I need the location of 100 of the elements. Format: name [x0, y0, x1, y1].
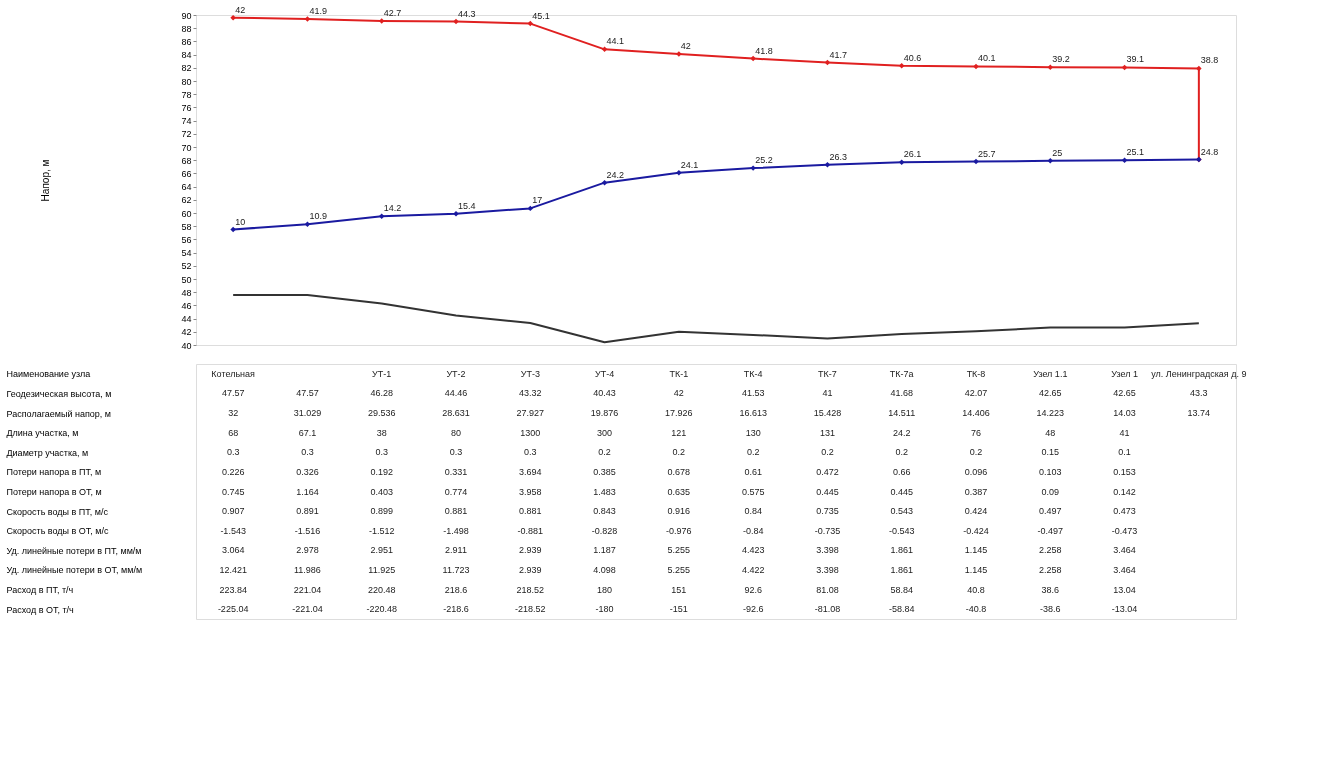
text: 38.6 — [1041, 584, 1060, 595]
annotation: 24.2 — [606, 169, 625, 180]
text: 0.2 — [598, 447, 611, 458]
annotation: 10.9 — [309, 211, 327, 222]
text: 14.223 — [1036, 408, 1065, 419]
text: 0.891 — [296, 506, 319, 517]
y-tick-label: 80 — [181, 76, 192, 87]
text: -1.512 — [368, 525, 395, 536]
text: 1.145 — [964, 564, 988, 575]
y-tick-label: 88 — [181, 23, 192, 34]
text: -0.881 — [517, 525, 544, 536]
x-tick-label: УТ-3 — [520, 368, 540, 379]
text: 12.421 — [219, 564, 247, 575]
text: 0.445 — [890, 486, 913, 497]
text: -1.543 — [220, 525, 246, 536]
text: 0.226 — [221, 466, 245, 477]
annotation: 40.6 — [903, 52, 922, 63]
y-tick-label: 64 — [181, 182, 192, 193]
text: 1.861 — [890, 564, 913, 575]
y-tick-label: 44 — [181, 314, 192, 325]
text: 24.2 — [892, 427, 911, 438]
annotation: 25.1 — [1126, 147, 1145, 158]
text: 130 — [745, 427, 761, 438]
text: -0.976 — [666, 525, 692, 536]
x-tick-label: ул. Ленинградская д. 9 — [1151, 368, 1247, 379]
annotation: 39.1 — [1126, 54, 1145, 65]
y-tick-label: 54 — [181, 248, 192, 259]
text: 0.3 — [226, 447, 240, 458]
text: 14.511 — [888, 408, 916, 419]
category-label: Потери напора в ПТ, м — [6, 467, 102, 478]
text: 0.3 — [301, 447, 314, 458]
point — [304, 221, 311, 227]
text: 67.1 — [298, 427, 317, 438]
text: 1.187 — [593, 545, 616, 556]
annotation: 41.8 — [755, 45, 773, 56]
text: -0.497 — [1037, 525, 1064, 536]
point — [453, 210, 459, 217]
text: 81.08 — [816, 584, 839, 595]
text: 11.925 — [368, 564, 396, 575]
x-tick-label: ТК-7 — [818, 368, 837, 379]
text: 29.536 — [367, 408, 396, 419]
annotation: 25.2 — [755, 155, 773, 166]
text: 1.164 — [296, 486, 319, 497]
y-tick-label: 90 — [181, 10, 192, 21]
text: 0.387 — [964, 486, 988, 497]
annotation: 26.1 — [903, 149, 922, 160]
text: 41 — [822, 388, 833, 399]
text: -0.735 — [814, 525, 841, 536]
x-tick-label: УТ-1 — [372, 368, 392, 379]
text: -0.828 — [591, 525, 618, 536]
text: 0.2 — [895, 447, 908, 458]
text: 3.064 — [221, 545, 245, 556]
y-tick-label: 86 — [181, 36, 192, 47]
point — [750, 55, 756, 62]
y-tick-label: 56 — [181, 234, 192, 245]
text: -1.498 — [443, 525, 469, 536]
text: 0.142 — [1113, 486, 1136, 497]
point — [1121, 157, 1128, 163]
text: 31.029 — [293, 408, 322, 419]
text: 0.843 — [593, 506, 616, 517]
text: 0.096 — [964, 466, 988, 477]
y-tick-label: 40 — [181, 340, 192, 351]
point — [898, 63, 905, 69]
text: 0.916 — [667, 506, 691, 517]
text: 4.422 — [741, 564, 765, 575]
text: 47.57 — [221, 388, 245, 399]
annotation: 24.8 — [1200, 146, 1219, 157]
text: 76 — [970, 427, 982, 438]
category-label: Расход в ОТ, т/ч — [6, 604, 74, 615]
text: 38 — [376, 427, 387, 438]
category-label: Расход в ПТ, т/ч — [6, 585, 74, 596]
point — [973, 158, 979, 165]
text: 48 — [1045, 427, 1056, 438]
text: 41.53 — [741, 388, 765, 399]
y-tick-label: 76 — [181, 102, 192, 113]
text: 43.32 — [519, 388, 542, 399]
category-label: Скорость воды в ОТ, м/с — [6, 526, 109, 537]
text: -220.48 — [366, 604, 397, 615]
text: 32 — [228, 408, 239, 419]
text: -151 — [669, 604, 688, 615]
text: 0.445 — [816, 486, 839, 497]
text: -0.543 — [888, 525, 915, 536]
y-tick-label: 68 — [181, 155, 192, 166]
text: 15.428 — [813, 408, 842, 419]
text: 0.192 — [370, 466, 393, 477]
text: 1300 — [520, 427, 541, 438]
text: 3.398 — [816, 564, 839, 575]
text: 180 — [597, 584, 613, 595]
text: 0.774 — [444, 486, 468, 497]
text: 13.04 — [1113, 584, 1136, 595]
text: 14.406 — [962, 408, 990, 419]
text: -225.04 — [217, 604, 249, 615]
text: -0.84 — [742, 525, 764, 536]
text: 43.3 — [1190, 388, 1208, 399]
text: 19.876 — [590, 408, 619, 419]
text: -221.04 — [292, 604, 323, 615]
text: 3.958 — [519, 486, 542, 497]
text: 0.745 — [221, 486, 245, 497]
annotation: 38.8 — [1200, 55, 1219, 66]
x-tick-label: Узел 1.1 — [1033, 368, 1068, 379]
